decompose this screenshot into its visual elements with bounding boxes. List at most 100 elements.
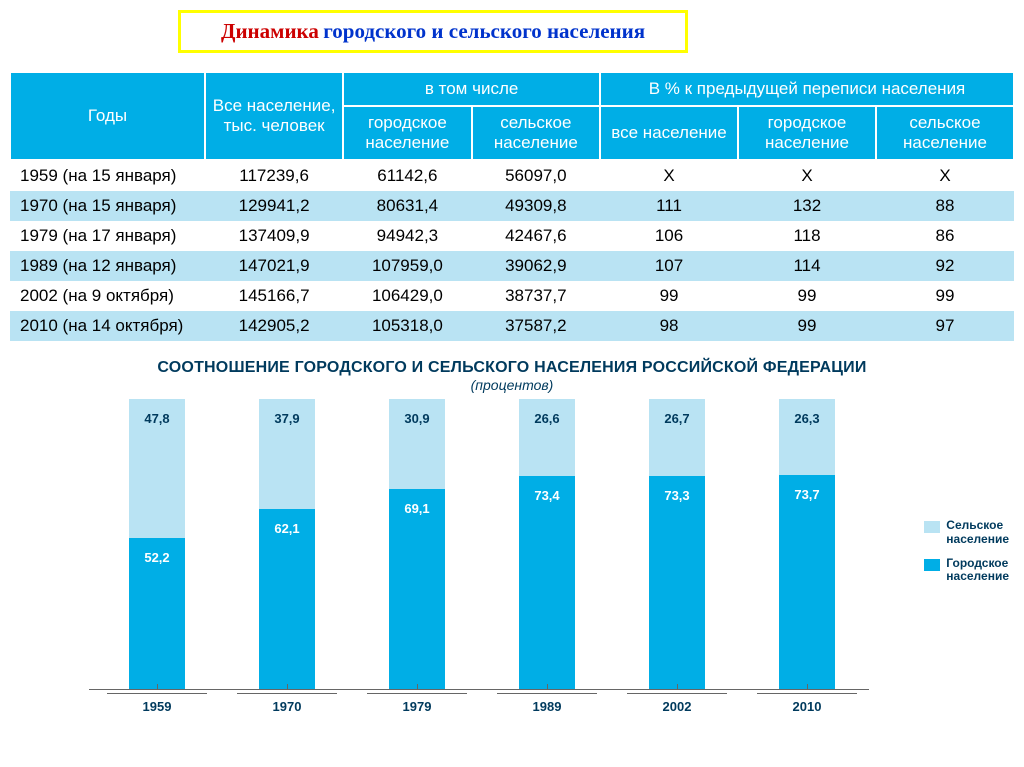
legend-urban: Городскоенаселение	[924, 557, 1009, 585]
table-cell: 86	[876, 221, 1014, 251]
table-cell: 129941,2	[205, 191, 343, 221]
table-cell: 106	[600, 221, 738, 251]
table-row: 2002 (на 9 октября)145166,7106429,038737…	[10, 281, 1014, 311]
table-row: 1970 (на 15 января)129941,280631,449309,…	[10, 191, 1014, 221]
title-part2: городского и сельского населения	[323, 19, 645, 43]
table-cell: 2010 (на 14 октября)	[10, 311, 205, 341]
tick	[807, 684, 808, 690]
bar: 26,373,7	[779, 399, 835, 689]
table-cell: 147021,9	[205, 251, 343, 281]
table-cell: 99	[738, 311, 876, 341]
table-cell: 37587,2	[472, 311, 600, 341]
x-underline	[107, 693, 207, 694]
bar-segment-rural: 26,7	[649, 399, 705, 476]
th-p-all: все население	[600, 106, 738, 160]
swatch-rural	[924, 521, 940, 533]
table-cell: 61142,6	[343, 160, 471, 191]
table-cell: X	[600, 160, 738, 191]
table-cell: 94942,3	[343, 221, 471, 251]
legend: Сельскоенаселение Городскоенаселение	[924, 519, 1009, 594]
bar: 47,852,2	[129, 399, 185, 689]
table-cell: 99	[738, 281, 876, 311]
table-cell: 92	[876, 251, 1014, 281]
bar: 26,773,3	[649, 399, 705, 689]
bar-segment-urban: 69,1	[389, 489, 445, 689]
table-cell: 88	[876, 191, 1014, 221]
x-label: 2010	[757, 699, 857, 714]
bar: 26,673,4	[519, 399, 575, 689]
bar-segment-rural: 47,8	[129, 399, 185, 538]
tick	[287, 684, 288, 690]
th-rural: сельское население	[472, 106, 600, 160]
table-cell: 114	[738, 251, 876, 281]
chart-subtitle: (процентов)	[0, 377, 1024, 393]
chart: 47,852,2 37,962,1 30,969,1 26,673,4 26,773,3…	[89, 399, 869, 729]
table-cell: 2002 (на 9 октября)	[10, 281, 205, 311]
table-cell: 38737,7	[472, 281, 600, 311]
th-total: Все население, тыс. человек	[205, 72, 343, 160]
table-cell: 1989 (на 12 января)	[10, 251, 205, 281]
table-cell: 107959,0	[343, 251, 471, 281]
table-row: 2010 (на 14 октября)142905,2105318,03758…	[10, 311, 1014, 341]
x-underline	[497, 693, 597, 694]
table-cell: 106429,0	[343, 281, 471, 311]
table-cell: 98	[600, 311, 738, 341]
table-cell: 105318,0	[343, 311, 471, 341]
bar-segment-rural: 37,9	[259, 399, 315, 509]
table-row: 1959 (на 15 января)117239,661142,656097,…	[10, 160, 1014, 191]
bar-segment-urban: 73,4	[519, 476, 575, 689]
th-incl: в том числе	[343, 72, 600, 106]
table-row: 1979 (на 17 января)137409,994942,342467,…	[10, 221, 1014, 251]
tick	[547, 684, 548, 690]
legend-urban-label: Городскоенаселение	[946, 557, 1009, 585]
bar-segment-urban: 73,7	[779, 475, 835, 689]
table-cell: 118	[738, 221, 876, 251]
legend-rural: Сельскоенаселение	[924, 519, 1009, 547]
table-cell: 137409,9	[205, 221, 343, 251]
x-underline	[757, 693, 857, 694]
bar-segment-rural: 30,9	[389, 399, 445, 489]
tick	[157, 684, 158, 690]
bar-segment-urban: 62,1	[259, 509, 315, 689]
table-cell: 99	[876, 281, 1014, 311]
th-p-rural: сельское население	[876, 106, 1014, 160]
x-label: 2002	[627, 699, 727, 714]
x-underline	[627, 693, 727, 694]
table-cell: 42467,6	[472, 221, 600, 251]
legend-rural-label: Сельскоенаселение	[946, 519, 1009, 547]
table-cell: 1979 (на 17 января)	[10, 221, 205, 251]
table-row: 1989 (на 12 января)147021,9107959,039062…	[10, 251, 1014, 281]
population-table: Годы Все население, тыс. человек в том ч…	[9, 71, 1015, 341]
table-cell: 49309,8	[472, 191, 600, 221]
x-underline	[237, 693, 337, 694]
th-years: Годы	[10, 72, 205, 160]
x-label: 1970	[237, 699, 337, 714]
bar-segment-rural: 26,6	[519, 399, 575, 476]
table-cell: 39062,9	[472, 251, 600, 281]
x-label: 1959	[107, 699, 207, 714]
bar: 37,962,1	[259, 399, 315, 689]
table-cell: 97	[876, 311, 1014, 341]
tick	[677, 684, 678, 690]
table-cell: 1970 (на 15 января)	[10, 191, 205, 221]
table-cell: 56097,0	[472, 160, 600, 191]
th-urban: городское население	[343, 106, 471, 160]
table-cell: 142905,2	[205, 311, 343, 341]
x-label: 1989	[497, 699, 597, 714]
table-cell: X	[876, 160, 1014, 191]
bar: 30,969,1	[389, 399, 445, 689]
title-part1: Динамика	[221, 19, 319, 43]
tick	[417, 684, 418, 690]
chart-wrap: 47,852,2 37,962,1 30,969,1 26,673,4 26,773,3…	[9, 399, 1015, 729]
swatch-urban	[924, 559, 940, 571]
bar-segment-rural: 26,3	[779, 399, 835, 475]
x-label: 1979	[367, 699, 467, 714]
table-cell: X	[738, 160, 876, 191]
bar-segment-urban: 73,3	[649, 476, 705, 689]
table-cell: 99	[600, 281, 738, 311]
bar-segment-urban: 52,2	[129, 538, 185, 689]
chart-title: СООТНОШЕНИЕ ГОРОДСКОГО И СЕЛЬСКОГО НАСЕЛ…	[0, 359, 1024, 377]
plot-area: 47,852,2 37,962,1 30,969,1 26,673,4 26,773,3…	[89, 399, 869, 690]
table-cell: 145166,7	[205, 281, 343, 311]
th-pct: В % к предыдущей переписи населения	[600, 72, 1014, 106]
